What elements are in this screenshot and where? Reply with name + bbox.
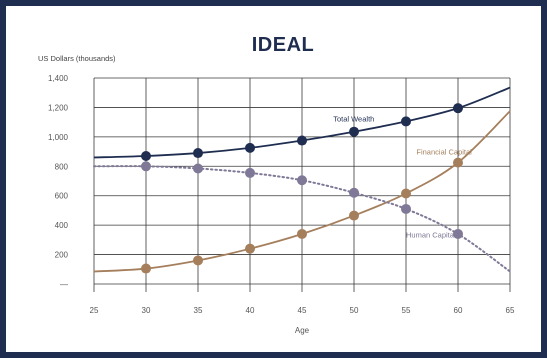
x-tick-label: 50 bbox=[350, 306, 359, 315]
y-tick-label: 1,000 bbox=[48, 133, 69, 142]
series-marker-2 bbox=[141, 161, 151, 172]
y-tick-label: 600 bbox=[55, 192, 69, 201]
grid bbox=[93, 77, 511, 292]
x-tick-label: 45 bbox=[298, 306, 307, 315]
y-tick-labels: — 200 400 600 800 1,000 1,200 1,400 bbox=[48, 74, 69, 289]
series-marker-1 bbox=[245, 243, 255, 254]
series-marker-2 bbox=[245, 167, 255, 178]
y-tick-label: 400 bbox=[55, 221, 69, 230]
series-annotations: Total Wealth Financial Capital Human Capit… bbox=[333, 114, 472, 239]
chart-title: IDEAL bbox=[252, 34, 315, 56]
y-tick-label: 1,200 bbox=[48, 103, 69, 112]
series-marker-1 bbox=[193, 255, 203, 266]
series-marker-0 bbox=[401, 116, 411, 127]
x-tick-label: 60 bbox=[454, 306, 463, 315]
series-marker-0 bbox=[349, 126, 359, 137]
x-axis-label: Age bbox=[295, 326, 310, 335]
series-marker-2 bbox=[453, 228, 463, 239]
series-marker-2 bbox=[193, 163, 203, 174]
series-marker-1 bbox=[297, 228, 307, 239]
x-tick-label: 25 bbox=[90, 306, 99, 315]
x-tick-label: 65 bbox=[506, 306, 515, 315]
series-annotation: Human Capital bbox=[406, 231, 456, 240]
series-marker-1 bbox=[453, 157, 463, 168]
series-markers bbox=[141, 103, 463, 274]
series-marker-0 bbox=[141, 150, 151, 161]
series-marker-2 bbox=[401, 203, 411, 214]
series-marker-1 bbox=[141, 263, 151, 274]
x-tick-label: 30 bbox=[142, 306, 151, 315]
series-marker-0 bbox=[245, 142, 255, 153]
x-tick-labels: 25 30 35 40 45 50 55 60 65 bbox=[90, 306, 515, 315]
y-axis-label: US Dollars (thousands) bbox=[38, 54, 116, 63]
x-tick-label: 35 bbox=[194, 306, 203, 315]
series-marker-0 bbox=[193, 148, 203, 159]
series-marker-1 bbox=[349, 210, 359, 221]
y-tick-label: 200 bbox=[55, 251, 69, 260]
series-marker-0 bbox=[297, 135, 307, 146]
series-marker-2 bbox=[297, 175, 307, 186]
y-tick-label: — bbox=[60, 280, 68, 289]
x-tick-label: 55 bbox=[402, 306, 411, 315]
x-tick-label: 40 bbox=[246, 306, 255, 315]
series-annotation: Financial Capital bbox=[416, 148, 472, 157]
series-marker-0 bbox=[453, 103, 463, 114]
series-annotation: Total Wealth bbox=[333, 114, 374, 123]
series-marker-1 bbox=[401, 188, 411, 199]
series-marker-2 bbox=[349, 187, 359, 198]
y-tick-label: 800 bbox=[55, 162, 69, 171]
y-tick-label: 1,400 bbox=[48, 74, 69, 83]
